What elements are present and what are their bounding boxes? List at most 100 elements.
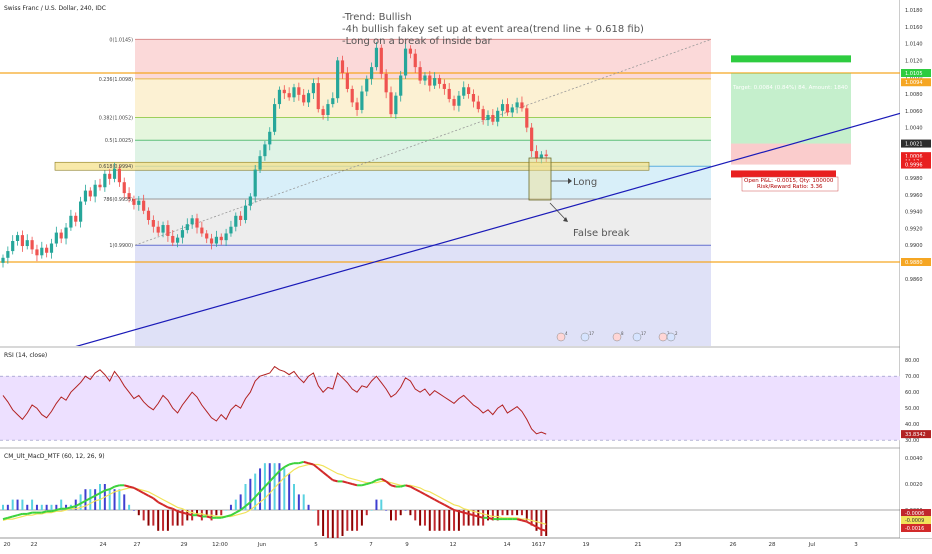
macd-histogram-bar <box>439 510 441 531</box>
candle-body <box>176 238 179 243</box>
price-label: 0.9880 <box>905 260 923 266</box>
date-label: 26 <box>730 542 737 548</box>
macd-line-segment <box>299 462 304 463</box>
rsi-pane[interactable] <box>0 367 900 441</box>
macd-histogram-bar <box>143 510 145 520</box>
macd-histogram-bar <box>371 510 373 511</box>
false-break-label: False break <box>573 228 630 239</box>
date-label: 9 <box>405 542 409 548</box>
date-label: 7 <box>369 542 373 548</box>
note-fakey: -4h bullish fakey set up at event area(t… <box>342 24 644 35</box>
candle-body <box>258 156 261 169</box>
candle-body <box>171 236 174 243</box>
macd-histogram-bar <box>148 510 150 526</box>
macd-line-segment <box>522 520 527 521</box>
event-icon-count: 17 <box>641 331 647 336</box>
macd-histogram-bar <box>414 510 416 520</box>
inside-bar-box <box>529 158 551 200</box>
macd-histogram-bar <box>502 510 504 515</box>
macd-histogram-bar <box>293 484 295 510</box>
candle-body <box>45 248 48 253</box>
macd-line-segment <box>207 517 212 518</box>
candle-body <box>443 84 446 89</box>
candle-body <box>1 258 4 263</box>
macd-histogram-bar <box>254 474 256 510</box>
fib-zone-4 <box>135 166 711 199</box>
macd-line-segment <box>541 530 546 531</box>
macd-line-segment <box>289 463 294 464</box>
rsi-tick-label: 50.00 <box>905 406 919 412</box>
target-box <box>731 55 851 62</box>
macd-line-segment <box>352 484 357 485</box>
candle-body <box>423 76 426 81</box>
candle-body <box>322 109 325 115</box>
event-area-box <box>55 162 649 170</box>
macd-histogram-bar <box>424 510 426 526</box>
macd-histogram-bar <box>375 500 377 510</box>
price-label: 0.9996 <box>905 163 923 169</box>
macd-histogram-bar <box>468 510 470 526</box>
candle-body <box>215 237 218 244</box>
macd-histogram-bar <box>395 510 397 520</box>
candle-body <box>186 224 189 230</box>
macd-histogram-bar <box>94 489 96 510</box>
macd-histogram-bar <box>390 510 392 520</box>
price-tick-label: 0.9860 <box>905 277 923 283</box>
macd-histogram-bar <box>157 510 159 531</box>
macd-histogram-bar <box>317 510 319 526</box>
stop-zone <box>731 144 851 165</box>
note-long: -Long on a break of inside bar <box>342 36 492 47</box>
macd-histogram-bar <box>506 510 508 515</box>
price-tick-label: 0.9920 <box>905 226 923 232</box>
candle-body <box>288 93 291 97</box>
candle-body <box>385 74 388 92</box>
candle-body <box>220 237 223 240</box>
macd-line-segment <box>391 485 396 486</box>
macd-histogram-bar <box>99 484 101 510</box>
rsi-tick-label: 70.00 <box>905 374 919 380</box>
macd-histogram-bar <box>337 510 339 541</box>
candle-body <box>438 78 441 84</box>
candle-body <box>351 89 354 102</box>
macd-histogram-bar <box>327 510 329 541</box>
macd-histogram-bar <box>41 505 43 510</box>
macd-histogram-bar <box>230 505 232 510</box>
macd-line-segment <box>226 515 231 516</box>
macd-histogram-bar <box>448 510 450 531</box>
candle-body <box>142 201 145 211</box>
price-tick-label: 1.0160 <box>905 25 923 31</box>
candle-body <box>11 241 14 251</box>
rsi-tick-label: 30.00 <box>905 438 919 444</box>
candle-body <box>375 48 378 67</box>
macd-histogram-bar <box>361 510 363 526</box>
candle-body <box>55 233 58 244</box>
event-icon-count: 17 <box>589 331 595 336</box>
candle-body <box>477 102 480 110</box>
candle-body <box>399 76 402 96</box>
candle-body <box>331 98 334 104</box>
candle-body <box>6 251 9 258</box>
candle-body <box>278 90 281 104</box>
long-label: Long <box>573 177 597 188</box>
macd-histogram-bar <box>322 510 324 536</box>
price-tick-label: 1.0120 <box>905 58 923 64</box>
candle-body <box>292 87 295 97</box>
candle-body <box>35 249 38 255</box>
date-label: 12:00 <box>212 542 228 548</box>
macd-line-segment <box>478 517 483 518</box>
macd-title: CM_Ult_MacD_MTF (60, 12, 26, 9) <box>4 453 105 460</box>
candle-body <box>234 216 237 227</box>
macd-line-segment <box>42 511 47 512</box>
fib-zone-6 <box>135 245 711 346</box>
macd-histogram-bar <box>356 510 358 531</box>
rsi-tick-label: 60.00 <box>905 390 919 396</box>
date-label: 21 <box>635 542 642 548</box>
macd-histogram-bar <box>7 505 9 510</box>
candle-body <box>501 104 504 111</box>
price-label: 1.0105 <box>905 71 923 77</box>
rsi-title: RSI (14, close) <box>4 352 47 359</box>
candle-body <box>210 238 213 243</box>
macd-histogram-bar <box>259 468 261 510</box>
macd-histogram-bar <box>288 474 290 510</box>
